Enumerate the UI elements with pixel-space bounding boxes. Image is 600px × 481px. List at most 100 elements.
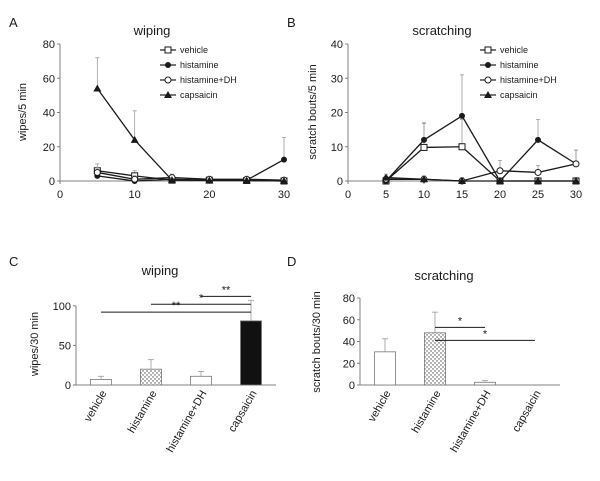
panel-b-ylabel: scratch bouts/5 min — [307, 64, 319, 159]
panel-b: B scratching scratch bouts/5 min 0 10 20 30… — [287, 15, 582, 201]
panel-a-legend-marker-1 — [165, 62, 171, 68]
panel-b-series-3-point-5 — [572, 177, 580, 184]
panel-a-series-3-line — [96, 88, 285, 182]
panel-a-xtick-label-0: 0 — [57, 189, 63, 201]
panel-d-bar-2 — [474, 381, 496, 386]
panel-a-series-3-point-0 — [93, 84, 102, 92]
panel-b-series-1-point-1 — [421, 136, 427, 143]
panel-c-bar-3 — [240, 320, 262, 386]
panel-d-title: scratching — [414, 268, 473, 283]
panel-b-series-3-point-3 — [496, 177, 504, 184]
panel-b-legend-label-1: histamine — [500, 60, 539, 70]
panel-b-legend-label-0: vehicle — [500, 45, 528, 55]
panel-letter-a: A — [9, 15, 18, 30]
panel-b-xtick-label-6: 30 — [570, 189, 582, 201]
panel-a-legend-label-1: histamine — [180, 60, 219, 70]
panel-d-sig-label-1: * — [483, 328, 488, 340]
panel-b-legend-label-3: capsaicin — [500, 90, 538, 100]
panel-a-ytick-label-0: 0 — [49, 176, 55, 188]
panel-b-series-2-point-5 — [572, 160, 580, 168]
panel-a-series-2-line — [97, 171, 285, 181]
panel-c-category-label-0: vehicle — [82, 389, 110, 425]
panel-d-sig-label-0: * — [458, 315, 463, 327]
panel-b-xtick-label-3: 15 — [456, 189, 468, 201]
panel-d: D scratching scratch bouts/30 min 0 20 40 6… — [287, 254, 560, 455]
panel-d-category-label-2: histamine+DH — [449, 388, 494, 454]
panel-a-plot: 0 20 40 60 80 0 10 20 30 vehicle histamine histamin… — [43, 39, 290, 201]
panel-b-xtick-label-2: 10 — [418, 189, 430, 201]
panel-b-series-3-point-2 — [458, 177, 466, 184]
panel-d-bar-0 — [374, 351, 396, 386]
panel-b-ytick-label-3: 30 — [331, 73, 343, 85]
panel-a-series-3-point-1 — [130, 135, 139, 143]
panel-d-ytick-label-2: 40 — [343, 337, 355, 349]
panel-b-series-3-point-1 — [420, 175, 428, 183]
panel-a-xtick-label-2: 20 — [203, 189, 215, 201]
panel-a-legend-label-0: vehicle — [180, 45, 208, 55]
panel-a-series-1-point-5 — [281, 156, 287, 163]
panel-b-plot: 0 10 20 30 40 0 5 10 15 20 25 30 vehicle histamine his… — [331, 39, 582, 201]
panel-c-title: wiping — [141, 263, 179, 278]
panel-a-ytick-label-3: 60 — [43, 73, 55, 85]
panel-c-category-label-2: histamine+DH — [165, 388, 210, 454]
panel-b-ytick-label-4: 40 — [331, 39, 343, 51]
panel-a-title: wiping — [133, 23, 171, 38]
panel-c-sig-label-0: ** — [172, 300, 181, 312]
panel-d-plot: 0 20 40 60 80 vehicle histamine histamine+DH cap… — [343, 293, 560, 455]
panel-b-title: scratching — [412, 23, 471, 38]
panel-d-ylabel: scratch bouts/30 min — [311, 291, 323, 393]
panel-c-category-label-1: histamine — [126, 389, 160, 436]
panel-a-legend-label-2: histamine+DH — [180, 75, 237, 85]
panel-a-ylabel: wipes/5 min — [17, 83, 29, 142]
panel-b-legend-marker-1 — [485, 62, 491, 68]
panel-b-series-0-point-2 — [458, 143, 466, 151]
panel-b-legend-marker-2 — [484, 76, 492, 84]
panel-a-series-2-point-0 — [93, 168, 101, 176]
panel-b-ytick-label-2: 20 — [331, 108, 343, 120]
panel-letter-c: C — [9, 254, 18, 269]
panel-b-series-3-line — [385, 176, 576, 182]
panel-d-ytick-label-1: 20 — [343, 358, 355, 370]
panel-a: A wiping wipes/5 min 0 20 40 60 80 0 10 20 30 veh… — [9, 15, 290, 201]
panel-b-series-1-point-4 — [535, 136, 541, 143]
panel-b-series-2-point-4 — [534, 168, 542, 176]
panel-b-series-0-point-1 — [420, 143, 428, 151]
panel-b-series-3-point-0 — [382, 173, 390, 181]
panel-a-series-3-point-5 — [280, 177, 288, 184]
panel-b-series-1-point-2 — [459, 112, 465, 119]
panel-d-category-label-1: histamine — [410, 389, 444, 436]
panel-a-xtick-label-3: 30 — [278, 189, 290, 201]
panel-b-legend-marker-0 — [484, 46, 492, 54]
panel-c-bar-2 — [190, 375, 212, 386]
panel-a-ytick-label-4: 80 — [43, 39, 55, 51]
panel-letter-d: D — [287, 254, 296, 269]
panel-c-ytick-label-1: 50 — [59, 340, 71, 352]
panel-b-xtick-label-1: 5 — [383, 189, 389, 201]
panel-d-ytick-label-0: 0 — [349, 380, 355, 392]
panel-b-xtick-label-5: 25 — [532, 189, 544, 201]
panel-b-xtick-label-4: 20 — [494, 189, 506, 201]
panel-b-series-1-line — [385, 115, 577, 183]
panel-a-legend-marker-0 — [164, 46, 172, 54]
panel-a-series-2-point-1 — [131, 175, 139, 183]
panel-b-ytick-label-1: 10 — [331, 142, 343, 154]
panel-c-category-label-3: capsaicin — [226, 389, 259, 435]
panel-a-ytick-label-1: 20 — [43, 142, 55, 154]
panel-d-category-label-0: vehicle — [366, 389, 394, 425]
panel-c-sig-label-2: ** — [222, 284, 231, 296]
panel-a-series-3-point-3 — [205, 176, 214, 184]
panel-c-plot: 0 50 100 vehicle histamine histamine+DH capsai… — [53, 284, 276, 455]
panel-a-ytick-label-2: 40 — [43, 108, 55, 120]
panel-b-legend-marker-3 — [484, 91, 492, 98]
panel-c-sig-label-1: * — [199, 292, 204, 304]
panel-b-xtick-label-0: 0 — [345, 189, 351, 201]
panel-d-ytick-label-4: 80 — [343, 293, 355, 305]
panel-d-ytick-label-3: 60 — [343, 315, 355, 327]
panel-a-series-3-point-2 — [168, 176, 176, 184]
panel-c: C wiping wipes/30 min 0 50 100 vehicle hista… — [9, 254, 276, 455]
panel-b-series-3-point-4 — [534, 177, 542, 184]
panel-c-ytick-label-0: 0 — [65, 380, 71, 392]
panel-c-ylabel: wipes/30 min — [29, 312, 41, 377]
panel-b-series-2-point-3 — [496, 167, 504, 175]
